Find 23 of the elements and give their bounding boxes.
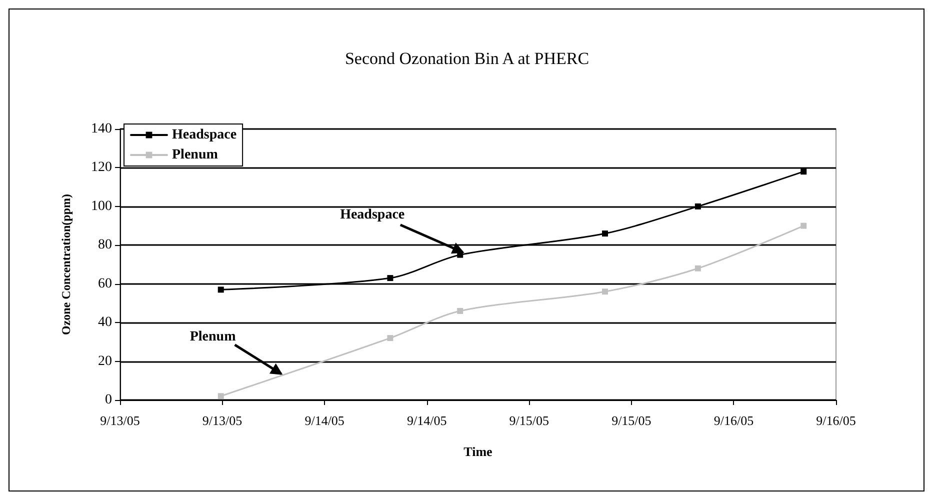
legend-label: Headspace [172, 128, 237, 142]
y-tick-label: 100 [91, 198, 112, 214]
x-tick-label: 9/16/05 [714, 413, 754, 428]
y-tick-label: 0 [105, 392, 112, 408]
y-tick-label: 40 [98, 315, 112, 330]
y-tick-label: 60 [98, 276, 112, 292]
y-tick-label: 20 [98, 354, 112, 369]
x-axis-title: Time [464, 444, 493, 459]
x-tick-label: 9/16/05 [816, 413, 856, 428]
y-tick-label: 140 [91, 122, 112, 136]
y-tick-label: 120 [91, 160, 112, 176]
y-tick-label: 80 [98, 238, 112, 253]
x-tick-label: 9/13/05 [202, 413, 242, 428]
x-tick-label: 9/15/05 [509, 413, 550, 428]
x-tick-label: 9/13/05 [100, 413, 140, 428]
y-axis-title: Ozone Concentration(ppm) [59, 194, 73, 335]
chart-title: Second Ozonation Bin A at PHERC [344, 49, 590, 68]
x-tick-label: 9/14/05 [406, 413, 447, 428]
annotation: Plenum [190, 329, 236, 344]
x-tick-label: 9/14/05 [304, 413, 344, 428]
x-tick-label: 9/15/05 [612, 413, 652, 428]
annotation: Headspace [340, 207, 405, 222]
legend-label: Plenum [172, 148, 218, 162]
